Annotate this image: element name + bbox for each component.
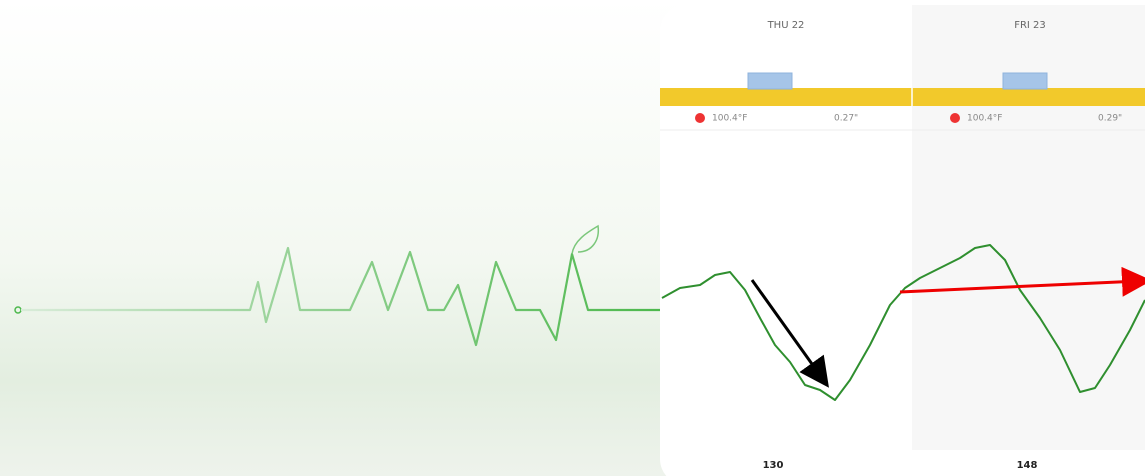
scene: THU 22 FRI 23 100.4°F 0.27" 100.4°F 0.29… bbox=[0, 0, 1145, 476]
column-shade bbox=[912, 5, 1145, 450]
rainfall: 0.27" bbox=[834, 114, 858, 124]
rainfall: 0.29" bbox=[1098, 114, 1122, 124]
page: {"days": [ {"label": "THU 22", "temperat… bbox=[0, 0, 1145, 476]
count: 148 bbox=[1017, 460, 1038, 471]
temperature: 100.4°F bbox=[967, 114, 1002, 124]
temperature: 100.4°F bbox=[712, 114, 747, 124]
condition-bar bbox=[660, 88, 1145, 106]
sun-icon bbox=[950, 113, 960, 123]
day-label: FRI 23 bbox=[1014, 20, 1046, 31]
count: 130 bbox=[763, 460, 784, 471]
rain-block bbox=[748, 73, 792, 89]
day-label: THU 22 bbox=[767, 20, 805, 31]
sun-icon bbox=[695, 113, 705, 123]
rain-block bbox=[1003, 73, 1047, 89]
